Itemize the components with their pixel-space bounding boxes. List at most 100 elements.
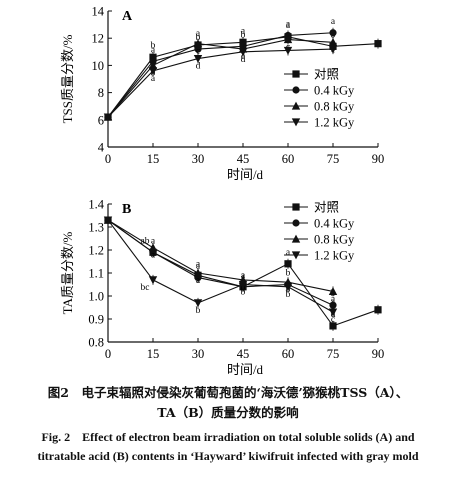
significance-label-b: a: [196, 259, 201, 269]
significance-label-a: a: [151, 45, 156, 55]
x-tick-label-b: 75: [327, 347, 340, 361]
data-point-a-4: [328, 45, 338, 54]
figure-caption-english: Fig. 2 Effect of electron beam irradiati…: [0, 428, 456, 466]
y-tick-label-b: 1.2: [88, 244, 104, 258]
significance-label-a: a: [286, 19, 291, 29]
y-tick-label-b: 0.9: [88, 313, 104, 327]
y-tick-label-b: 1.3: [88, 221, 104, 235]
x-tick-label-a: 30: [192, 152, 205, 166]
panel-letter-b: B: [122, 202, 131, 217]
data-point-b-3: [148, 243, 158, 252]
data-point-a-4: [238, 48, 248, 57]
significance-label-a: a: [286, 21, 291, 31]
data-point-a-3: [328, 37, 338, 46]
y-tick-label-b: 1.1: [88, 267, 104, 281]
data-point-a-3: [148, 61, 158, 69]
data-point-a-4: [103, 113, 113, 122]
legend-label-b: 1.2 kGy: [314, 249, 355, 263]
data-point-a-4: [193, 55, 203, 63]
y-tick-label-b: 1.4: [88, 198, 104, 212]
legend-label-a: 1.2 kGy: [314, 116, 355, 130]
legend-marker-a: [292, 70, 300, 78]
data-point-a-2: [194, 45, 202, 53]
caption-cn-line-2: TA（B）质量分数的影响: [157, 405, 299, 420]
y-tick-label-a: 12: [92, 32, 105, 46]
y-tick-label-b: 0.8: [88, 336, 104, 350]
panel-letter-a: A: [122, 9, 133, 24]
data-point-b-1: [284, 260, 292, 268]
figure-caption-chinese: 图2 电子束辐照对侵染灰葡萄孢菌的‘海沃德’猕猴桃TSS（A）、 TA（B）质量…: [0, 383, 456, 423]
legend-marker-a: [292, 86, 300, 94]
x-tick-label-b: 45: [237, 347, 250, 361]
legend-marker-a: [291, 118, 301, 127]
significance-label-b: c: [331, 315, 335, 325]
x-tick-label-a: 15: [147, 152, 160, 166]
significance-label-b: a: [151, 236, 156, 246]
significance-label-b: b: [241, 288, 246, 298]
y-axis-label-b: TA质量分数/%: [60, 231, 75, 314]
x-axis-label-a: 时间/d: [227, 167, 264, 182]
x-tick-label-a: 90: [372, 152, 385, 166]
significance-label-a: d: [241, 55, 246, 65]
x-tick-label-b: 0: [105, 347, 111, 361]
data-point-b-4: [283, 283, 293, 292]
caption-cn-line-1: 图2 电子束辐照对侵染灰葡萄孢菌的‘海沃德’猕猴桃TSS（A）、: [47, 385, 409, 400]
significance-label-a: b: [151, 41, 156, 51]
legend-label-a: 0.8 kGy: [314, 100, 355, 114]
x-tick-label-a: 60: [282, 152, 295, 166]
significance-label-b: ab: [141, 236, 150, 246]
significance-label-a: b: [196, 33, 201, 43]
data-point-b-3: [328, 287, 338, 295]
significance-label-b: bc: [141, 283, 150, 293]
caption-en-line-1: Fig. 2 Effect of electron beam irradiati…: [41, 430, 415, 444]
significance-label-a: c: [196, 47, 200, 57]
series-line-b-2: [107, 219, 334, 306]
y-axis-label-a: TSS质量分数/%: [60, 34, 75, 123]
legend-marker-a: [291, 101, 301, 110]
significance-label-b: a: [196, 262, 201, 272]
chart-panel-b: 0 15 30 45 60 75 90 0.8 0.9 1.0 1.1 1.2 1.3 1.4 时间/d TA…: [60, 198, 384, 378]
significance-label-a: a: [331, 17, 336, 27]
data-point-b-3: [193, 268, 203, 277]
data-point-a-3: [193, 39, 203, 48]
series-line-b-4: [107, 219, 334, 313]
data-point-a-1: [374, 40, 382, 48]
series-line-a-4: [107, 48, 334, 118]
data-point-b-4: [103, 216, 113, 225]
caption-en-line-2: titratable acid (B) contents in ‘Hayward…: [37, 449, 419, 463]
legend-label-b: 对照: [314, 201, 339, 215]
data-point-a-2: [329, 29, 337, 37]
significance-label-b: a: [196, 276, 201, 286]
legend-label-b: 0.8 kGy: [314, 233, 355, 247]
x-axis-label-b: 时间/d: [227, 362, 264, 377]
significance-label-b: b: [196, 306, 201, 316]
data-point-a-4: [148, 67, 158, 76]
significance-label-a: a: [151, 74, 156, 84]
data-point-b-1: [329, 322, 337, 330]
legend-label-b: 0.4 kGy: [314, 217, 355, 231]
legend-marker-b: [292, 219, 300, 227]
series-line-a-3: [107, 39, 334, 118]
x-tick-label-a: 45: [237, 152, 250, 166]
significance-label-a: d: [196, 62, 201, 72]
x-tick-label-a: 0: [105, 152, 111, 166]
significance-label-a: a: [241, 26, 246, 36]
legend-marker-b: [292, 203, 300, 211]
series-line-a-2: [107, 32, 334, 118]
legend-label-a: 0.4 kGy: [314, 84, 355, 98]
data-point-b-1: [374, 306, 382, 314]
x-tick-label-b: 30: [192, 347, 205, 361]
legend-label-a: 对照: [314, 68, 339, 82]
x-tick-label-b: 90: [372, 347, 385, 361]
legend-marker-b: [291, 251, 301, 260]
significance-label-b: b: [286, 269, 291, 279]
x-tick-label-b: 60: [282, 347, 295, 361]
y-tick-label-b: 1.0: [88, 290, 104, 304]
data-point-a-4: [283, 46, 293, 55]
series-line-b-3: [107, 219, 334, 292]
y-tick-label-a: 6: [98, 113, 104, 127]
significance-label-a: a: [196, 29, 201, 39]
y-tick-label-a: 14: [92, 5, 105, 19]
